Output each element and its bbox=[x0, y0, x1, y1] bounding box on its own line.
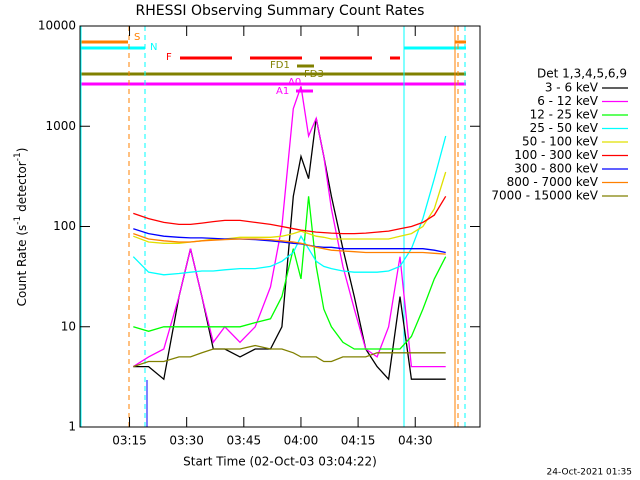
series-line bbox=[133, 196, 447, 350]
legend-label: 800 - 7000 keV bbox=[507, 175, 599, 189]
chart-title: RHESSI Observing Summary Count Rates bbox=[136, 3, 425, 19]
plot-area bbox=[132, 86, 447, 381]
y-tick-label: 1 bbox=[68, 420, 76, 434]
flag-label: FD3 bbox=[304, 69, 324, 80]
y-axis-label: Count Rate (s-1 detector-1) bbox=[13, 148, 29, 307]
x-tick-label: 03:30 bbox=[169, 434, 204, 448]
flag-label: S bbox=[134, 32, 140, 43]
y-tick-label: 1000 bbox=[45, 119, 76, 133]
x-tick-label: 04:30 bbox=[398, 434, 433, 448]
y-label-part: detector bbox=[15, 161, 29, 216]
x-tick-label: 04:00 bbox=[284, 434, 319, 448]
legend-label: 12 - 25 keV bbox=[530, 108, 599, 122]
legend-label: 7000 - 15000 keV bbox=[491, 189, 598, 203]
y-tick-label: 10 bbox=[61, 319, 76, 333]
flag-label: A0 bbox=[288, 77, 301, 88]
series-line bbox=[133, 232, 446, 255]
legend-title: Det 1,3,4,5,6,9 bbox=[537, 67, 627, 81]
flag-label: N bbox=[150, 42, 157, 53]
flag-label: F bbox=[166, 52, 172, 63]
y-tick-label: 100 bbox=[53, 219, 76, 233]
series-line bbox=[133, 344, 446, 368]
legend-label: 50 - 100 keV bbox=[522, 135, 599, 149]
legend-label: 25 - 50 keV bbox=[530, 121, 599, 135]
x-tick-label: 03:45 bbox=[227, 434, 262, 448]
legend-label: 3 - 6 keV bbox=[545, 81, 599, 95]
y-label-sup: -1 bbox=[13, 152, 23, 161]
series-line bbox=[133, 195, 447, 235]
x-axis-label: Start Time (02-Oct-03 03:04:22) bbox=[183, 455, 377, 469]
series-line bbox=[132, 86, 446, 368]
flag-label: FD1 bbox=[270, 60, 290, 71]
y-label-part: Count Rate (s bbox=[15, 225, 29, 307]
legend-label: 6 - 12 keV bbox=[537, 94, 599, 108]
flag-label: A1 bbox=[276, 86, 289, 97]
y-label-sup: -1 bbox=[13, 216, 23, 225]
series-line bbox=[132, 135, 447, 276]
x-tick-label: 03:15 bbox=[112, 434, 147, 448]
y-tick-label: 10000 bbox=[38, 19, 76, 33]
legend-label: 300 - 800 keV bbox=[514, 162, 598, 176]
legend-label: 100 - 300 keV bbox=[514, 148, 598, 162]
y-label-part: ) bbox=[15, 148, 29, 153]
footer: 24-Oct-2021 01:35 bbox=[547, 468, 632, 478]
x-tick-label: 04:15 bbox=[341, 434, 376, 448]
